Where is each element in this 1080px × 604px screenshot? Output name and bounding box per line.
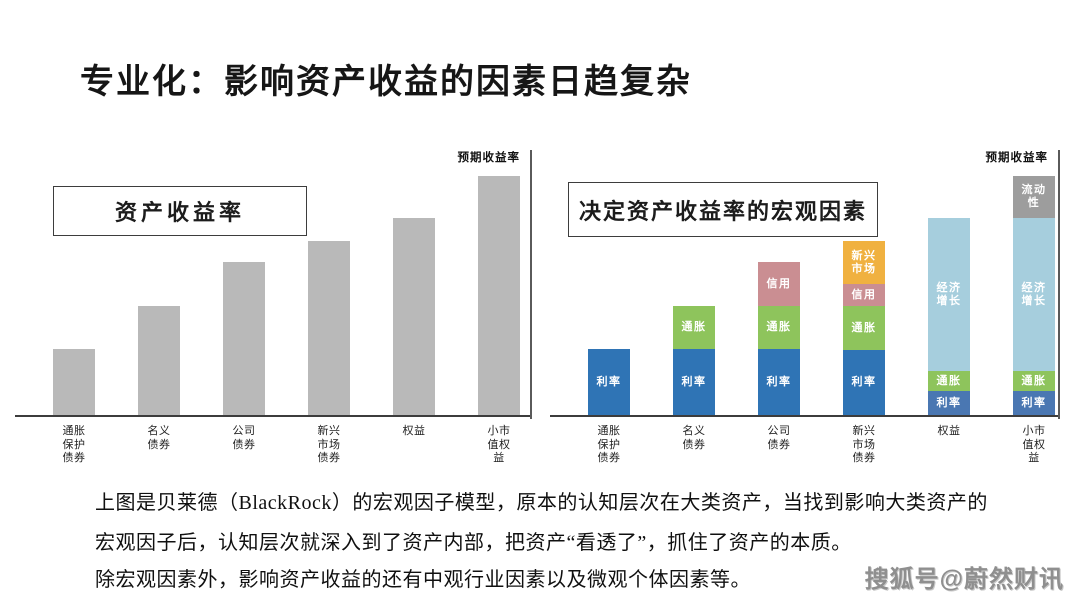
right-axis-line — [530, 150, 532, 419]
category-label-名义债券: 名义 债券 — [147, 425, 171, 451]
bar-rect — [393, 218, 435, 415]
asset-return-title-box: 资产收益率 — [53, 186, 307, 236]
segment-通胀: 通胀 — [673, 306, 715, 349]
bar-名义债券: 利率 通胀 — [673, 306, 715, 415]
segment-经济增长: 经济 增长 — [1013, 218, 1055, 371]
bar-新兴市场债券 — [308, 241, 350, 415]
segment-通胀: 通胀 — [843, 306, 885, 350]
expected-return-axis-label: 预期收益率 — [985, 152, 1048, 164]
category-label-权益: 权益 — [402, 425, 426, 437]
segment-信用: 信用 — [758, 262, 800, 306]
bar-权益: 利率 通胀 经济 增长 — [928, 218, 970, 415]
category-label-通胀保护债券: 通胀 保护 债券 — [597, 425, 621, 464]
segment-利率: 利率 — [758, 349, 800, 415]
bar-名义债券 — [138, 306, 180, 415]
body-paragraph-1: 上图是贝莱德（BlackRock）的宏观因子模型，原本的认知层次在大类资产，当找… — [95, 492, 988, 554]
bar-公司债券: 利率 通胀 信用 — [758, 262, 800, 415]
bar-小市值权益 — [478, 176, 520, 415]
category-label-通胀保护债券: 通胀 保护 债券 — [62, 425, 86, 464]
segment-流动性: 流动性 — [1013, 176, 1055, 218]
category-label-小市值权益: 小市 值权益 — [487, 425, 511, 464]
category-label-权益: 权益 — [937, 425, 961, 437]
bar-rect — [308, 241, 350, 415]
watermark: 搜狐号@蔚然财讯 — [864, 566, 1064, 593]
segment-利率: 利率 — [928, 391, 970, 415]
body-paragraph-2: 除宏观因素外，影响资产收益的还有中观行业因素以及微观个体因素等。 — [95, 569, 751, 591]
segment-新兴市场: 新兴 市场 — [843, 241, 885, 284]
segment-利率: 利率 — [843, 350, 885, 415]
expected-return-axis-label: 预期收益率 — [457, 152, 520, 164]
category-label-名义债券: 名义 债券 — [682, 425, 706, 451]
segment-经济增长: 经济 增长 — [928, 218, 970, 371]
category-label-公司债券: 公司 债券 — [232, 425, 256, 451]
macro-factor-plot: 利率 通胀 保护 债券 利率 通胀 名义 债券 利率 通胀 信用 公司 债券 利率 通胀 信用 新兴 市场 新兴 市场… — [550, 145, 1060, 464]
segment-通胀: 通胀 — [758, 306, 800, 349]
asset-return-chart: 通胀 保护 债券 名义 债券 公司 债券 新兴 市场 债券 权益 小市 值权益 预期收益率 资产收益率 — [15, 145, 532, 464]
bar-通胀保护债券 — [53, 349, 95, 415]
asset-return-plot: 通胀 保护 债券 名义 债券 公司 债券 新兴 市场 债券 权益 小市 值权益 — [15, 145, 532, 464]
bar-rect — [478, 176, 520, 415]
bar-权益 — [393, 218, 435, 415]
segment-利率: 利率 — [588, 349, 630, 415]
category-label-公司债券: 公司 债券 — [767, 425, 791, 451]
category-label-新兴市场债券: 新兴 市场 债券 — [852, 425, 876, 464]
segment-信用: 信用 — [843, 284, 885, 306]
segment-利率: 利率 — [673, 349, 715, 415]
segment-通胀: 通胀 — [1013, 371, 1055, 391]
bar-通胀保护债券: 利率 — [588, 349, 630, 415]
macro-factor-chart: 利率 通胀 保护 债券 利率 通胀 名义 债券 利率 通胀 信用 公司 债券 利率 通胀 信用 新兴 市场 新兴 市场… — [550, 145, 1060, 464]
bar-新兴市场债券: 利率 通胀 信用 新兴 市场 — [843, 241, 885, 415]
right-axis-line — [1058, 150, 1060, 419]
category-label-新兴市场债券: 新兴 市场 债券 — [317, 425, 341, 464]
bar-rect — [223, 262, 265, 415]
bar-rect — [53, 349, 95, 415]
slide-title: 专业化：影响资产收益的因素日趋复杂 — [80, 64, 692, 101]
macro-factor-title-box: 决定资产收益率的宏观因素 — [568, 182, 878, 237]
bar-公司债券 — [223, 262, 265, 415]
category-label-小市值权益: 小市 值权益 — [1022, 425, 1046, 464]
bar-小市值权益: 利率 通胀 经济 增长 流动性 — [1013, 176, 1055, 415]
bar-rect — [138, 306, 180, 415]
segment-利率: 利率 — [1013, 391, 1055, 415]
segment-通胀: 通胀 — [928, 371, 970, 391]
